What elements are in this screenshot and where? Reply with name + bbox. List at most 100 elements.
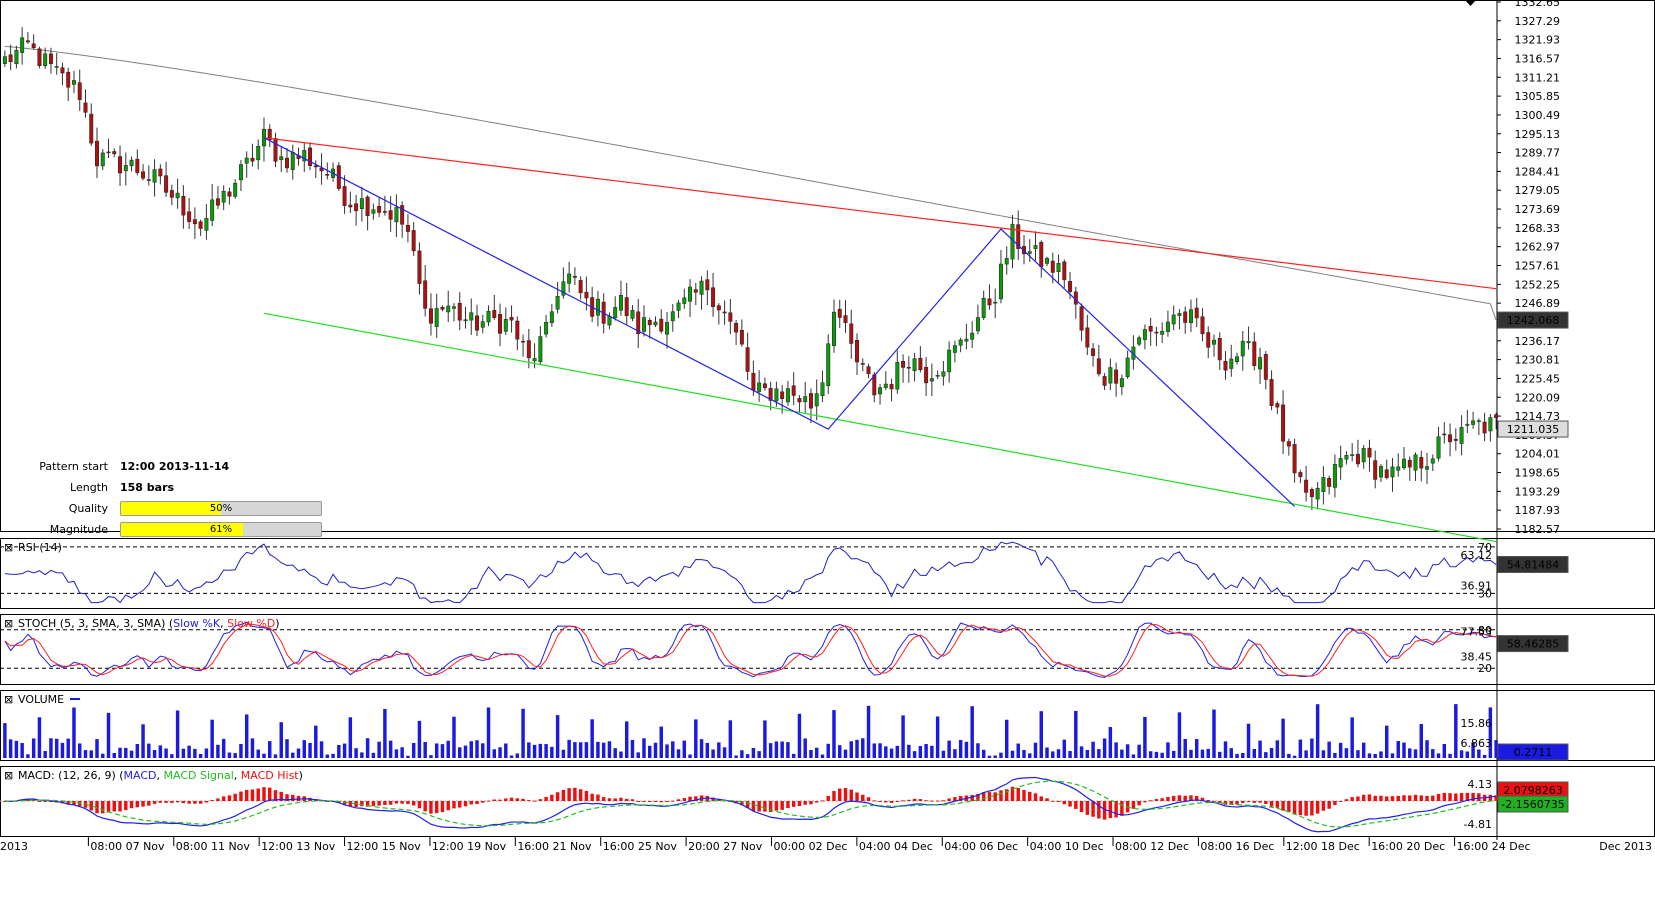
volume-bar	[584, 742, 589, 758]
macd-hist-bar	[239, 791, 243, 801]
macd-hist-bar	[1298, 801, 1303, 816]
volume-bar	[601, 742, 606, 758]
candle-body	[768, 388, 773, 401]
volume-bar	[889, 748, 894, 758]
macd-hist-bar	[751, 801, 756, 811]
macd-hist-bar	[1350, 797, 1354, 801]
macd-hist-bar	[797, 801, 802, 807]
macd-hist-bar	[463, 801, 468, 807]
macd-hist-bar	[1143, 801, 1147, 803]
macd-hist-bar	[947, 798, 951, 801]
volume-bar	[406, 755, 410, 758]
volume-bar	[1367, 753, 1372, 758]
candle-body	[572, 276, 577, 278]
ma-value-badge-box	[1497, 311, 1569, 329]
candle-body	[975, 317, 980, 332]
macd-title-prefix: MACD: (12, 26, 9) (	[18, 769, 124, 782]
date-axis-label: 12:00 18 Dec	[1286, 840, 1360, 853]
macd-hist-bar	[337, 801, 341, 804]
candle-body	[762, 383, 767, 389]
candle-body	[1108, 367, 1113, 384]
macd-hist-bar	[694, 796, 698, 801]
volume-bar	[624, 721, 629, 758]
candle-body	[66, 71, 71, 88]
candle-body	[901, 361, 906, 368]
price-tick-label: 1284.41	[1515, 165, 1561, 178]
macd-tick-label: -4.81	[1464, 818, 1492, 831]
volume-bar	[1252, 748, 1257, 758]
price-tick-label: 1220.09	[1515, 391, 1561, 404]
stoch-title-text: STOCH (5, 3, SMA, 3, SMA)	[18, 617, 169, 630]
volume-bar	[486, 707, 491, 758]
volume-bar	[170, 754, 174, 758]
macd-hist-bar	[907, 799, 911, 801]
price-tick-label: 1225.45	[1515, 372, 1561, 385]
volume-bar	[872, 743, 877, 758]
macd-hist-bar	[383, 801, 387, 805]
candle-body	[970, 332, 975, 340]
candle-body	[1206, 332, 1211, 348]
macd-hist-bar	[429, 801, 433, 814]
candle-body	[1223, 360, 1228, 371]
macd-hist-bar	[774, 801, 779, 811]
candle-body	[1281, 404, 1286, 442]
candle-body	[233, 182, 238, 197]
macd-hist-bar	[1321, 801, 1326, 811]
macd-hist-bar	[544, 796, 548, 801]
macd-hist-bar	[930, 800, 934, 802]
volume-bar	[1333, 752, 1337, 758]
volume-bar	[809, 750, 813, 758]
date-axis-label: 12:00 13 Nov	[261, 840, 336, 853]
macd-hist-bar	[475, 801, 479, 805]
macd-hist-bar	[377, 801, 381, 806]
candle-body	[54, 66, 59, 68]
date-axis-label: 08:00 12 Dec	[1115, 840, 1189, 853]
macd-hist-bar	[1016, 787, 1020, 801]
price-tick-label: 1187.93	[1515, 504, 1561, 517]
macd-hist-bar	[1471, 792, 1475, 801]
candle-body	[215, 198, 220, 206]
candle-body	[711, 287, 716, 307]
candle-body	[1033, 245, 1038, 249]
date-axis-label: 16:00 20 Dec	[1371, 840, 1445, 853]
macd-hist-bar	[745, 801, 750, 809]
volume-bar	[1010, 750, 1015, 758]
macd-hist-bar	[1379, 795, 1383, 801]
volume-bar	[296, 748, 301, 758]
candle-body	[1298, 472, 1303, 478]
macd-hist-bar	[158, 801, 163, 803]
price-tick-label: 1198.65	[1515, 467, 1561, 480]
candle-body	[164, 175, 169, 193]
volume-bar	[1356, 750, 1360, 758]
volume-value-badge-box	[1497, 743, 1569, 761]
price-tick-label: 1300.49	[1515, 109, 1561, 122]
candle-body	[561, 281, 566, 296]
volume-bar	[458, 747, 462, 758]
macd-hist-bar	[1269, 801, 1274, 807]
volume-collapse-icon: ⊠	[4, 693, 13, 706]
volume-bar	[699, 739, 704, 758]
volume-bar	[705, 742, 710, 758]
macd-hist-bar	[527, 800, 531, 802]
magnitude-bar-fill	[121, 523, 243, 536]
macd-hist-bar	[458, 801, 462, 808]
rsi-tick-label: 36.91	[1461, 579, 1493, 592]
pattern-start-label: Pattern start	[39, 460, 108, 473]
candle-body	[647, 320, 652, 326]
candle-body	[521, 340, 526, 343]
volume-bar	[221, 738, 226, 758]
macd-hist-bar	[446, 801, 450, 811]
volume-bar	[1108, 727, 1113, 758]
macd-hist-bar	[291, 794, 295, 801]
date-axis-label: 08:00 16 Dec	[1200, 840, 1274, 853]
rsi-line	[4, 541, 1497, 604]
candle-body	[359, 198, 364, 210]
volume-bar	[1051, 751, 1055, 758]
candle-body	[417, 250, 422, 284]
macd-hist-bar	[820, 800, 825, 802]
candle-body	[475, 315, 479, 331]
candle-body	[428, 308, 433, 324]
candle-body	[77, 82, 82, 100]
pattern-start-row: Pattern start 12:00 2013-11-14	[30, 456, 322, 477]
macd-hist-bar	[872, 800, 877, 802]
